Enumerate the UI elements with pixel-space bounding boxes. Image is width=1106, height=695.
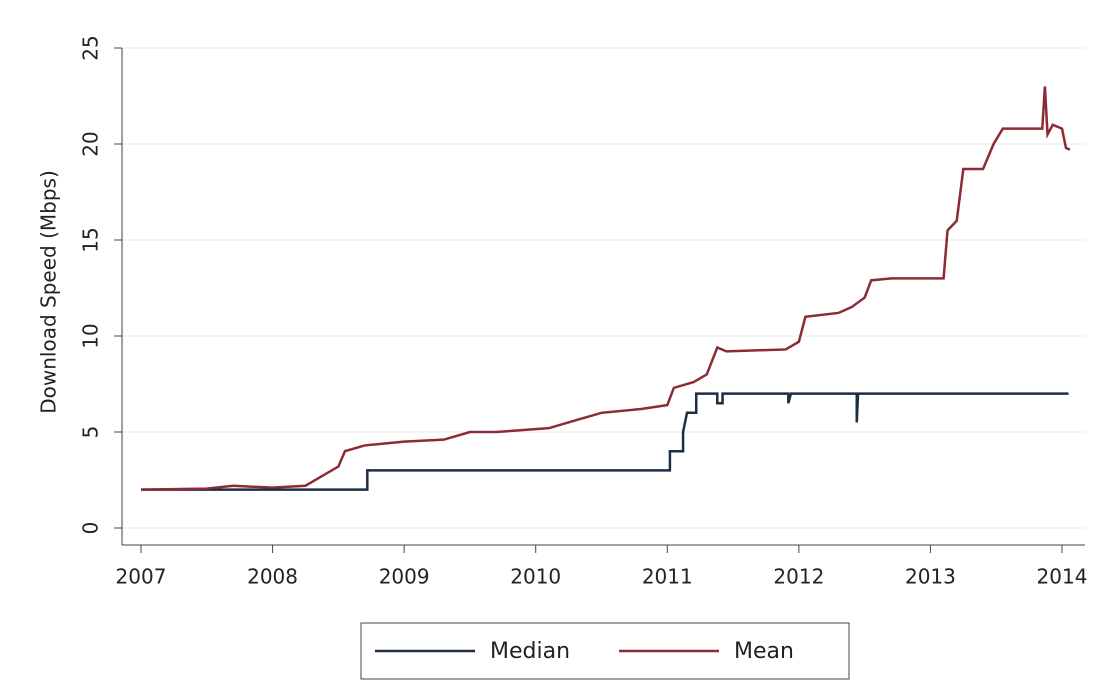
y-tick-label: 15: [79, 227, 103, 252]
y-tick-label: 25: [79, 35, 103, 60]
line: [140, 86, 1071, 491]
y-tick-label: 5: [79, 426, 103, 439]
x-tick-label: 2007: [116, 565, 167, 589]
y-tick-label: 10: [79, 323, 103, 348]
x-tick-label: 2008: [247, 565, 298, 589]
x-tick-label: 2014: [1037, 565, 1088, 589]
legend-label: Median: [490, 639, 570, 664]
x-tick-label: 2009: [379, 565, 430, 589]
y-tick-label: 0: [79, 522, 103, 535]
x-tick-label: 2012: [773, 565, 824, 589]
legend-label: Mean: [734, 639, 794, 664]
x-tick-label: 2010: [510, 565, 561, 589]
x-tick-label: 2013: [905, 565, 956, 589]
y-axis-label: Download Speed (Mbps): [37, 170, 61, 414]
y-tick-label: 20: [79, 131, 103, 156]
x-tick-label: 2011: [642, 565, 693, 589]
line: [141, 392, 1069, 491]
